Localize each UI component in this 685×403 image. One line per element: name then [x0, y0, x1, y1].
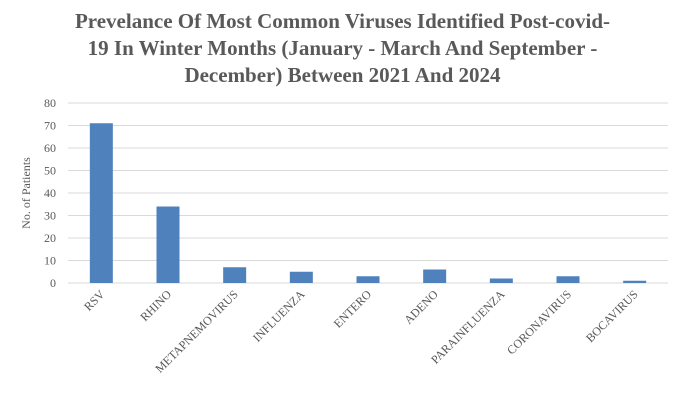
x-tick-label: RHINO	[137, 287, 174, 324]
y-tick-label: 0	[50, 276, 56, 290]
y-tick-label: 70	[44, 119, 56, 133]
bar	[489, 278, 513, 283]
y-tick-label: 80	[44, 96, 56, 110]
y-tick-label: 50	[44, 164, 56, 178]
bar	[423, 269, 447, 283]
y-axis-label: No. of Patients	[19, 157, 33, 229]
y-tick-label: 60	[44, 141, 56, 155]
x-tick-label: PARAINFLUENZA	[428, 287, 508, 367]
y-tick-label: 30	[44, 209, 56, 223]
bar	[356, 276, 380, 283]
y-tick-label: 20	[44, 231, 56, 245]
x-tick-label: INFLUENZA	[250, 287, 308, 345]
bar	[223, 267, 247, 283]
bar	[623, 280, 647, 283]
bar	[89, 123, 113, 283]
bar	[556, 276, 580, 283]
x-tick-label: ENTERO	[331, 287, 375, 331]
y-tick-label: 40	[44, 186, 56, 200]
x-tick-label: CORONAVIRUS	[504, 287, 574, 357]
x-tick-label: BOCAVIRUS	[583, 287, 641, 345]
y-tick-label: 10	[44, 254, 56, 268]
chart-title: Prevelance Of Most Common Viruses Identi…	[74, 9, 611, 87]
x-tick-label: RSV	[81, 287, 108, 314]
x-tick-label: ADENO	[401, 287, 441, 327]
bar	[289, 271, 313, 283]
bar	[156, 206, 180, 283]
